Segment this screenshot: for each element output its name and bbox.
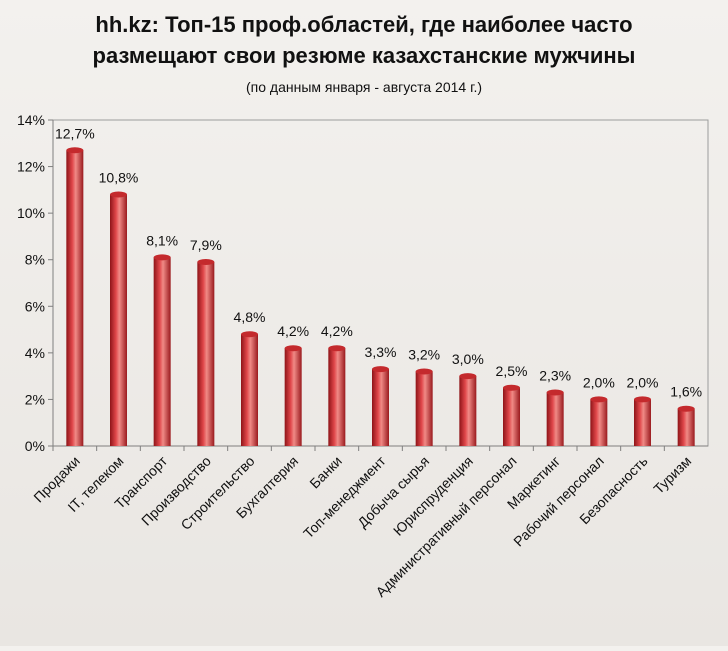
bar [415, 371, 433, 446]
data-label: 2,0% [627, 374, 659, 390]
bar-cap [197, 259, 215, 266]
y-tick-label: 10% [17, 205, 45, 221]
data-label: 2,0% [583, 374, 615, 390]
data-label: 10,8% [99, 170, 139, 186]
bar-cap [503, 384, 520, 391]
bar-cap [459, 373, 477, 380]
x-tick-label: Туризм [650, 453, 694, 497]
bar-cap [66, 147, 84, 154]
data-label: 3,0% [452, 351, 484, 367]
data-label: 7,9% [190, 237, 222, 253]
bar-cap [415, 368, 433, 375]
data-label: 4,2% [321, 323, 353, 339]
data-label: 2,3% [539, 367, 571, 383]
y-tick-label: 4% [25, 345, 45, 361]
bar [153, 257, 171, 446]
x-tick-label: Юриспруденция [390, 453, 476, 539]
chart-title-line-2: размещают свои резюме казахстанские мужч… [93, 43, 636, 68]
data-label: 1,6% [670, 384, 702, 400]
bar-cap [153, 254, 171, 261]
y-tick-label: 0% [25, 438, 45, 454]
data-label: 12,7% [55, 125, 95, 141]
bar-cap [677, 405, 695, 412]
bar [459, 376, 477, 446]
bar [284, 348, 302, 446]
data-label: 3,2% [408, 346, 440, 362]
x-tick-label: Банки [306, 453, 345, 492]
data-label: 4,2% [277, 323, 309, 339]
y-tick-label: 2% [25, 391, 45, 407]
data-label: 4,8% [234, 309, 266, 325]
bar [677, 408, 695, 446]
data-label: 8,1% [146, 232, 178, 248]
bar-cap [634, 396, 651, 403]
bar [634, 399, 651, 446]
bar [66, 150, 84, 446]
bar [110, 194, 127, 446]
bar [503, 387, 520, 446]
plot-area: 0%2%4%6%8%10%12%14%12,7%Продажи10,8%IT, … [17, 112, 709, 600]
data-label: 3,3% [365, 344, 397, 360]
bar [241, 334, 258, 446]
bar [328, 348, 346, 446]
bar-cap [590, 396, 608, 403]
bar [546, 392, 564, 446]
bar-cap [110, 191, 127, 198]
chart-title-line-1: hh.kz: Топ-15 проф.областей, где наиболе… [95, 12, 632, 37]
data-label: 2,5% [496, 363, 528, 379]
bar-cap [328, 345, 346, 352]
y-tick-label: 14% [17, 112, 45, 128]
y-tick-label: 12% [17, 159, 45, 175]
bar [372, 369, 389, 446]
y-tick-label: 8% [25, 252, 45, 268]
bar [197, 262, 215, 446]
y-tick-label: 6% [25, 298, 45, 314]
chart-subtitle: (по данным января - августа 2014 г.) [246, 79, 482, 95]
bar [590, 399, 608, 446]
bar-cap [546, 389, 564, 396]
bar-cap [372, 366, 389, 373]
bar-cap [284, 345, 302, 352]
bar-cap [241, 331, 258, 338]
